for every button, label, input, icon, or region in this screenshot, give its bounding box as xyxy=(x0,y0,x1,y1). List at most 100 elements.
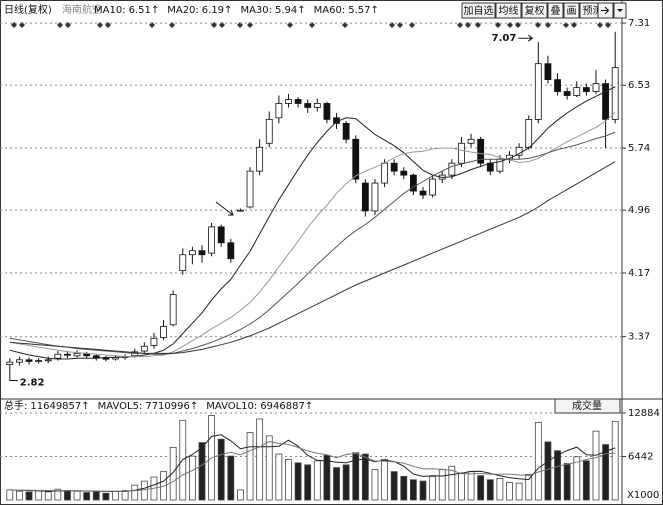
toolbar-button[interactable]: 复权 xyxy=(521,2,548,19)
button-frame xyxy=(521,2,548,19)
volume-bar xyxy=(496,477,504,501)
stock-name: 海南航空 xyxy=(62,3,102,16)
toolbar-button[interactable]: 叠 xyxy=(547,2,564,19)
button-frame xyxy=(495,2,522,19)
volume-bar xyxy=(438,469,446,501)
legend-name: MAVOL5: xyxy=(98,401,143,412)
y-tick-label: 6.53 xyxy=(628,80,650,91)
volume-bar xyxy=(112,490,119,501)
marker xyxy=(563,22,569,28)
y-tick-label: 4.17 xyxy=(628,268,650,279)
legend-name: MA10: xyxy=(94,5,126,16)
candle-body xyxy=(409,174,417,192)
candle-body xyxy=(304,103,312,108)
candle-body xyxy=(169,294,177,326)
y-tick-label: 12884 xyxy=(628,408,660,419)
candle-body xyxy=(73,353,81,357)
candle-body xyxy=(534,63,542,120)
volume-bar xyxy=(169,446,177,501)
legend-value: 11649857↑ xyxy=(30,401,89,412)
candle-body xyxy=(102,357,110,360)
candle-body xyxy=(6,361,14,365)
volume-bar xyxy=(409,479,417,501)
candle-body xyxy=(400,170,408,176)
volume-bar xyxy=(35,490,43,501)
volume-bar xyxy=(304,464,312,501)
button-frame xyxy=(461,2,496,19)
legend-value: 5.94↑ xyxy=(275,5,306,16)
candle-body xyxy=(160,325,167,338)
volume-bar xyxy=(198,442,206,501)
legend-value: 6.51↑ xyxy=(129,5,160,16)
candle-body xyxy=(458,142,465,164)
volume-bar xyxy=(54,488,62,501)
dropdown-button[interactable] xyxy=(613,2,627,19)
volume-bar xyxy=(313,460,321,501)
candle-body xyxy=(390,162,398,172)
candle-body xyxy=(179,254,187,272)
volume-bar xyxy=(602,444,609,501)
icon-button[interactable] xyxy=(597,2,614,19)
volume-bar xyxy=(525,473,533,501)
candle-body xyxy=(525,119,533,148)
volume-bar xyxy=(6,489,14,501)
volume-bar xyxy=(467,471,475,501)
candle-body xyxy=(227,242,235,260)
candle-body xyxy=(285,99,292,104)
candle-body xyxy=(150,337,158,346)
candle-body xyxy=(35,360,43,362)
candle-body xyxy=(429,178,437,196)
volume-bar xyxy=(188,455,196,501)
volume-bar xyxy=(458,472,465,501)
volume-bar xyxy=(381,459,388,501)
volume-bar xyxy=(16,490,23,501)
volume-bar xyxy=(611,420,619,501)
y-tick-label: 7.31 xyxy=(628,18,650,29)
volume-bar xyxy=(486,479,494,501)
candle-body xyxy=(237,209,244,212)
volume-bar xyxy=(323,455,331,501)
ma-line xyxy=(9,111,616,358)
volume-bar xyxy=(217,438,225,501)
volume-bar xyxy=(448,465,456,501)
volume-bar xyxy=(25,491,33,501)
candle-body xyxy=(16,359,23,363)
candle-body xyxy=(419,190,427,196)
candle-body xyxy=(246,170,254,208)
candle-body xyxy=(467,138,475,144)
legend-value: 7710996↑ xyxy=(145,401,198,412)
button-label: 加自选 xyxy=(464,4,494,17)
volume-bar xyxy=(121,490,129,501)
candle-body xyxy=(188,250,196,256)
candle-body xyxy=(477,138,485,164)
volume-bar xyxy=(275,453,283,501)
button-label: 均线 xyxy=(499,4,519,17)
button-label: 画 xyxy=(567,6,577,17)
volume-bar xyxy=(102,492,110,501)
volume-bar xyxy=(44,491,52,501)
legend-name: MA60: xyxy=(314,5,346,16)
volume-bar xyxy=(333,467,340,501)
candle-body xyxy=(265,119,273,144)
toolbar-button[interactable]: 均线 xyxy=(495,2,522,19)
toolbar-button[interactable]: 加自选 xyxy=(461,2,496,19)
candle-body xyxy=(554,79,561,92)
ma-line xyxy=(9,131,616,355)
indicator-button[interactable]: 成交量 xyxy=(554,398,621,414)
low-annotation: 2.82 xyxy=(20,377,45,388)
candle-body xyxy=(381,162,388,184)
legend-name: 总手: xyxy=(4,399,27,412)
y-tick-label: 5.74 xyxy=(628,143,650,154)
volume-bar xyxy=(246,432,254,501)
legend-name: MAVOL10: xyxy=(206,401,257,412)
volume-bar xyxy=(477,475,485,501)
button-frame xyxy=(547,2,564,19)
toolbar-button[interactable]: 画 xyxy=(563,2,580,19)
candle-body xyxy=(602,83,609,120)
pointer-arrow xyxy=(215,201,234,216)
y-tick-label: 3.37 xyxy=(628,332,650,343)
volume-bar xyxy=(294,462,302,501)
candle-body xyxy=(54,353,62,359)
candle-body xyxy=(611,67,619,120)
